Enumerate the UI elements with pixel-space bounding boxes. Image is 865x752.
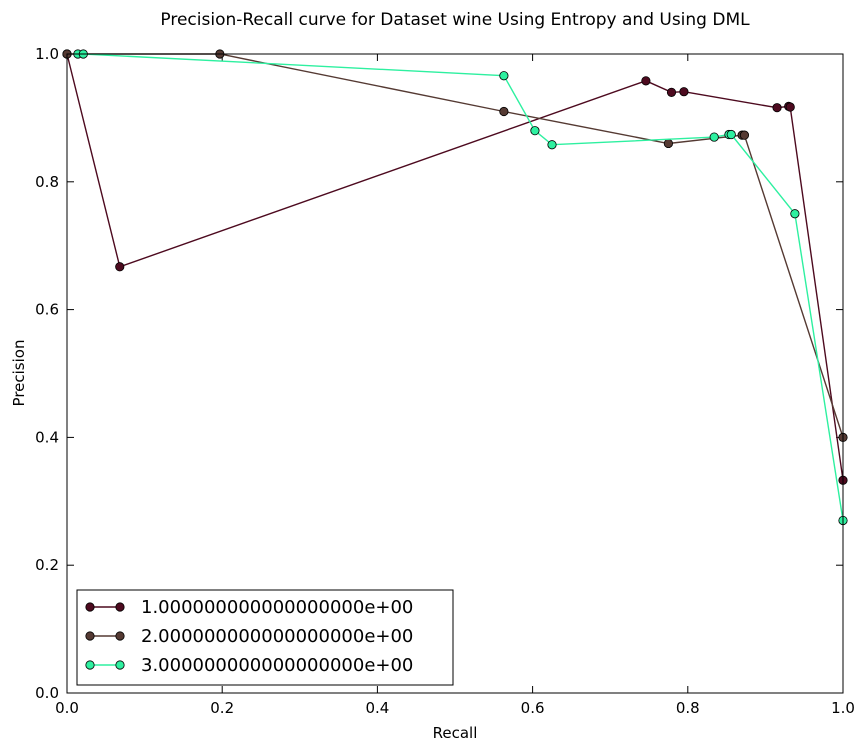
series-1-point	[641, 76, 651, 86]
legend-marker	[85, 602, 95, 612]
series-2-point	[499, 106, 509, 117]
series-1-point	[115, 262, 125, 272]
series-1-point	[666, 87, 677, 97]
y-axis-label: Precision	[10, 340, 28, 407]
y-tick-label: 1.0	[35, 45, 59, 63]
series-1-point	[772, 103, 782, 113]
series-3-point	[709, 132, 719, 142]
legend-label: 1.000000000000000000e+00	[141, 597, 413, 618]
y-tick-label: 0.6	[35, 301, 59, 319]
y-tick-label: 0.2	[35, 556, 59, 574]
x-tick-label: 0.4	[365, 699, 389, 717]
series-3-line	[77, 53, 844, 521]
series-3-point	[726, 129, 736, 140]
legend: 1.000000000000000000e+00 2.00000000000000…	[76, 589, 454, 686]
series-2-point	[739, 130, 750, 140]
legend-marker	[115, 602, 125, 612]
legend-marker	[115, 660, 125, 670]
series-2-line	[67, 53, 844, 438]
legend-box	[76, 589, 454, 686]
series-3-point	[547, 140, 557, 150]
legend-marker	[115, 631, 125, 641]
x-tick-label: 1.0	[831, 699, 855, 717]
x-tick-label: 0.0	[55, 699, 79, 717]
x-tick-label: 0.6	[521, 699, 545, 717]
series-3-point	[530, 126, 540, 136]
chart-title: Precision-Recall curve for Dataset wine …	[160, 10, 750, 30]
y-tick-label: 0.4	[35, 428, 59, 446]
series-2-point	[663, 138, 674, 149]
series-1-line	[66, 53, 844, 481]
legend-marker	[85, 631, 95, 641]
x-tick-label: 0.8	[676, 699, 700, 717]
x-axis-label: Recall	[433, 724, 478, 742]
series-1-point	[785, 102, 795, 112]
y-tick-label: 0.8	[35, 173, 59, 191]
y-tick-label: 0.0	[35, 684, 59, 702]
x-tick-label: 0.2	[210, 699, 234, 717]
legend-marker	[85, 660, 95, 670]
series-3-point	[790, 209, 800, 219]
legend-label: 2.000000000000000000e+00	[141, 626, 413, 647]
series-3-point	[499, 71, 509, 81]
plot-frame	[66, 53, 844, 694]
series-group	[62, 49, 848, 526]
legend-label: 3.000000000000000000e+00	[141, 655, 413, 676]
series-1-point	[679, 87, 689, 97]
